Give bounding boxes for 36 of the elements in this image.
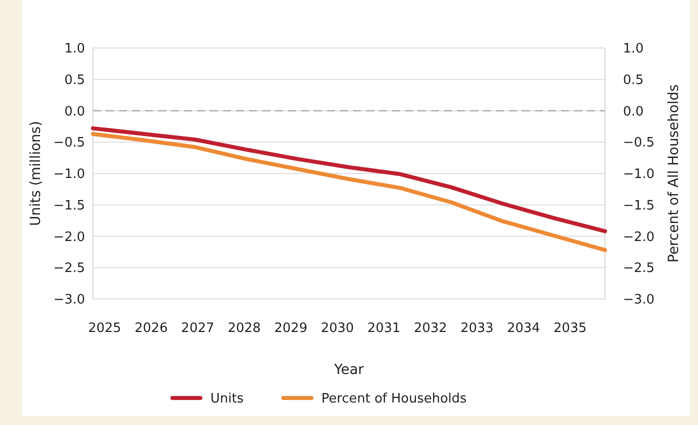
x-tick-label: 2025 <box>88 321 122 336</box>
x-tick-label: 2027 <box>181 321 214 336</box>
y2-tick-label: −0.5 <box>623 136 655 151</box>
y2-tick-label: −2.0 <box>623 230 655 245</box>
y2-tick-label: −1.0 <box>623 167 655 182</box>
y2-tick-label: −2.5 <box>623 261 655 276</box>
y2-axis-title: Percent of All Households <box>666 84 682 263</box>
y-tick-label: −1.5 <box>53 198 85 214</box>
y-tick-label: 0.0 <box>64 104 85 120</box>
y-tick-label: −1.0 <box>53 167 85 182</box>
legend-label: Units <box>210 392 244 407</box>
x-tick-label: 2031 <box>367 321 400 336</box>
y-tick-label: −2.5 <box>53 261 85 276</box>
x-tick-label: 2032 <box>414 321 447 336</box>
y-tick-label: 1.0 <box>64 42 85 57</box>
x-tick-label: 2030 <box>320 321 354 336</box>
y-tick-label: −0.5 <box>53 136 85 151</box>
line-series <box>91 132 607 252</box>
x-axis-title: Year <box>333 362 364 378</box>
x-tick-label: 2026 <box>134 321 168 336</box>
y2-tick-label: 0.5 <box>623 72 644 88</box>
y-axis-title: Units (millions) <box>28 120 44 226</box>
y-tick-label: 0.5 <box>64 72 85 88</box>
y2-tick-label: −1.5 <box>623 198 655 214</box>
legend-label: Percent of Households <box>321 392 467 407</box>
y-tick-label: −3.0 <box>53 292 85 308</box>
y2-tick-label: −3.0 <box>623 292 655 308</box>
y-tick-label: −2.0 <box>53 230 85 245</box>
x-tick-label: 2029 <box>274 321 308 336</box>
x-tick-label: 2028 <box>228 321 261 336</box>
y2-tick-label: 0.0 <box>623 104 644 120</box>
y2-tick-label: 1.0 <box>623 42 644 57</box>
x-tick-label: 2035 <box>554 321 587 336</box>
x-tick-label: 2034 <box>507 321 540 336</box>
line-series <box>91 126 607 234</box>
x-tick-label: 2033 <box>460 321 494 336</box>
